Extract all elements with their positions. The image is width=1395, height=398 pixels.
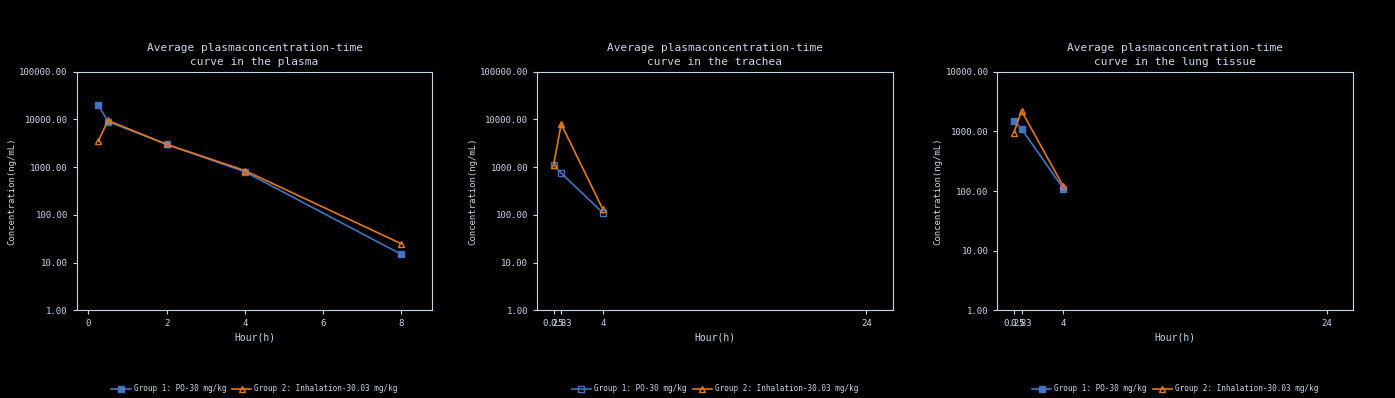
Y-axis label: Concentration(ng/mL): Concentration(ng/mL) [7,137,17,245]
Title: Average plasmaconcentration-time
curve in the lung tissue: Average plasmaconcentration-time curve i… [1067,43,1283,67]
Y-axis label: Concentration(ng/mL): Concentration(ng/mL) [933,137,943,245]
Legend: Group 1: PO-30 mg/kg, Group 2: Inhalation-30.03 mg/kg: Group 1: PO-30 mg/kg, Group 2: Inhalatio… [569,381,861,396]
X-axis label: Hour(h): Hour(h) [234,333,275,343]
X-axis label: Hour(h): Hour(h) [1155,333,1196,343]
Title: Average plasmaconcentration-time
curve in the trachea: Average plasmaconcentration-time curve i… [607,43,823,67]
Legend: Group 1: PO-30 mg/kg, Group 2: Inhalation-30.03 mg/kg: Group 1: PO-30 mg/kg, Group 2: Inhalatio… [1030,381,1321,396]
X-axis label: Hour(h): Hour(h) [695,333,735,343]
Y-axis label: Concentration(ng/mL): Concentration(ng/mL) [467,137,477,245]
Title: Average plasmaconcentration-time
curve in the plasma: Average plasmaconcentration-time curve i… [146,43,363,67]
Legend: Group 1: PO-30 mg/kg, Group 2: Inhalation-30.03 mg/kg: Group 1: PO-30 mg/kg, Group 2: Inhalatio… [109,381,400,396]
